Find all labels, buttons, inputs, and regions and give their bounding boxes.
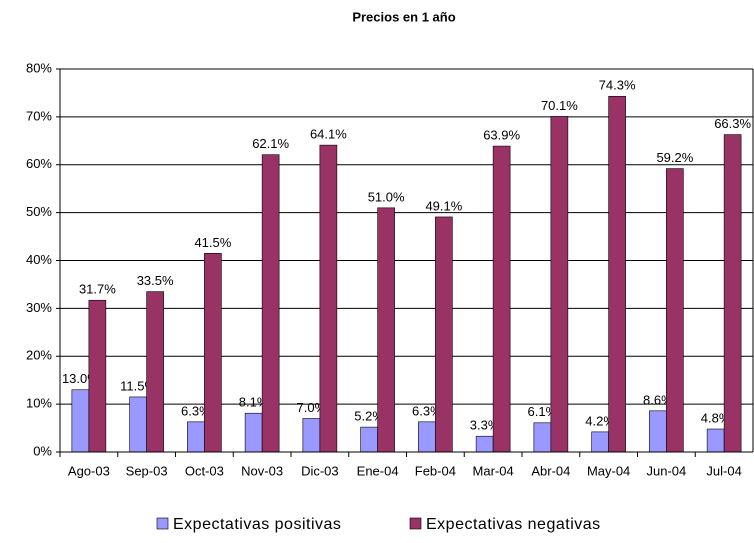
x-tick-label: Ene-04 xyxy=(357,463,399,478)
value-label: 6.3% xyxy=(181,403,211,418)
value-label: 74.3% xyxy=(599,78,636,93)
value-label: 70.1% xyxy=(541,98,578,113)
bar xyxy=(666,168,684,453)
x-tick-label: Sep-03 xyxy=(126,463,168,478)
value-label: 6.1% xyxy=(528,404,558,419)
value-label: 7.0% xyxy=(297,400,327,415)
y-tick-label: 70% xyxy=(26,108,52,123)
bar xyxy=(244,412,263,453)
x-tick-label: Jun-04 xyxy=(647,463,687,478)
legend-swatch xyxy=(409,517,422,530)
bar xyxy=(608,95,626,453)
y-tick-label: 60% xyxy=(26,156,52,171)
legend-swatch xyxy=(156,517,169,530)
value-label: 66.3% xyxy=(714,116,751,131)
x-tick-label: Abr-04 xyxy=(531,463,570,478)
y-tick-label: 0% xyxy=(33,443,52,458)
value-label: 31.7% xyxy=(79,282,116,297)
y-tick-label: 40% xyxy=(26,252,52,267)
bar xyxy=(187,421,205,453)
bar xyxy=(319,144,338,453)
bar xyxy=(533,422,552,453)
chart-title: Precios en 1 año xyxy=(352,9,455,24)
x-tick-label: Mar-04 xyxy=(473,463,514,478)
value-label: 51.0% xyxy=(368,189,405,204)
value-label: 3.3% xyxy=(470,418,500,433)
bar xyxy=(302,418,321,453)
bar xyxy=(71,389,90,453)
bar xyxy=(649,410,667,453)
bar xyxy=(475,435,494,453)
y-tick-label: 30% xyxy=(26,300,52,315)
legend-label: Expectativas negativas xyxy=(426,516,601,533)
value-label: 5.2% xyxy=(354,409,384,424)
value-label: 6.3% xyxy=(412,403,442,418)
bar xyxy=(723,134,742,453)
value-label: 8.1% xyxy=(239,395,269,410)
y-tick-label: 20% xyxy=(26,348,52,363)
y-tick-label: 50% xyxy=(26,204,52,219)
bar xyxy=(706,428,725,453)
value-label: 4.2% xyxy=(585,413,615,428)
bar xyxy=(88,299,107,453)
bar xyxy=(261,154,280,453)
x-tick-label: Dic-03 xyxy=(301,463,339,478)
value-label: 33.5% xyxy=(137,273,174,288)
bar xyxy=(377,207,395,453)
bar xyxy=(435,216,453,453)
x-tick-label: Oct-03 xyxy=(185,463,224,478)
bar xyxy=(492,145,511,453)
bar xyxy=(418,421,436,453)
value-label: 64.1% xyxy=(310,127,347,142)
bar xyxy=(129,396,147,453)
x-tick-label: Ago-03 xyxy=(68,463,110,478)
value-label: 8.6% xyxy=(643,392,673,407)
value-label: 63.9% xyxy=(483,128,520,143)
value-label: 59.2% xyxy=(656,150,693,165)
value-label: 49.1% xyxy=(425,198,462,213)
bar xyxy=(360,426,378,453)
bar xyxy=(146,291,164,453)
value-label: 41.5% xyxy=(194,235,231,250)
x-tick-label: May-04 xyxy=(587,463,630,478)
bar xyxy=(591,431,609,453)
x-tick-label: Nov-03 xyxy=(241,463,283,478)
value-label: 62.1% xyxy=(252,136,289,151)
y-tick-label: 10% xyxy=(26,396,52,411)
value-label: 4.8% xyxy=(701,410,731,425)
x-tick-label: Jul-04 xyxy=(706,463,741,478)
y-tick-label: 80% xyxy=(26,60,52,75)
legend-label: Expectativas positivas xyxy=(173,516,341,533)
x-tick-label: Feb-04 xyxy=(415,463,456,478)
bar xyxy=(550,116,569,453)
bar xyxy=(204,253,222,453)
